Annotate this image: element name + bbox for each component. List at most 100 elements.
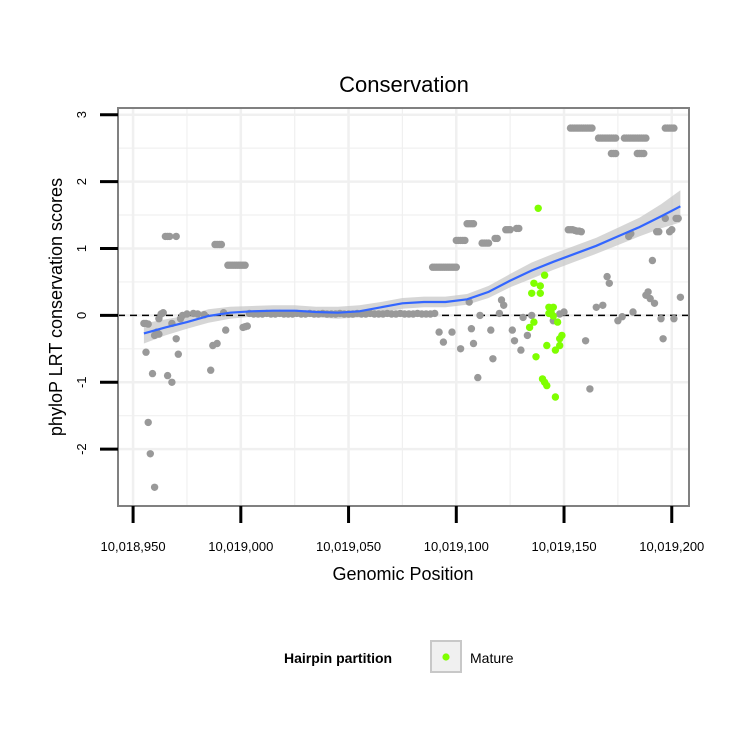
point-other	[655, 228, 663, 236]
point-other	[528, 311, 536, 320]
point-other	[142, 348, 150, 356]
point-other	[476, 311, 484, 320]
point-other	[217, 240, 226, 249]
point-other	[183, 310, 191, 318]
point-mature	[551, 393, 560, 401]
point-mature	[536, 282, 544, 290]
point-mature	[536, 289, 544, 297]
point-other	[676, 293, 685, 301]
point-other	[469, 220, 478, 228]
point-other	[150, 483, 159, 491]
legend-label-mature: Mature	[470, 650, 514, 666]
point-other	[172, 232, 180, 241]
y-tick-label: -2	[74, 443, 89, 455]
point-mature	[549, 303, 557, 311]
point-other	[668, 226, 676, 234]
point-other	[222, 326, 230, 334]
point-other	[487, 326, 495, 334]
point-other	[642, 134, 650, 142]
point-other	[581, 337, 590, 345]
point-other	[467, 325, 476, 333]
x-axis-title: Genomic Position	[332, 564, 473, 584]
point-mature	[549, 312, 557, 320]
point-other	[168, 378, 176, 386]
point-other	[144, 320, 152, 328]
point-other	[661, 214, 669, 223]
point-other	[243, 322, 251, 330]
smooth-fit-line	[143, 205, 681, 335]
x-tick-label: 10,019,100	[424, 539, 489, 554]
point-other	[523, 331, 532, 340]
point-other	[495, 309, 504, 318]
point-other	[648, 256, 657, 265]
point-mature	[530, 318, 538, 326]
point-other	[148, 369, 157, 378]
point-other	[618, 313, 626, 321]
y-axis-title: phyloP LRT conservation scores	[46, 178, 66, 436]
point-mature	[556, 341, 564, 350]
point-other	[207, 366, 215, 374]
point-other	[456, 345, 465, 353]
point-other	[644, 288, 652, 296]
x-axis: 10,018,950 10,019,000 10,019,050 10,019,100…	[101, 506, 704, 554]
point-other	[144, 418, 152, 427]
point-other	[640, 149, 648, 158]
y-tick-label: 0	[74, 312, 89, 319]
y-tick-label: 3	[74, 111, 89, 118]
point-other	[612, 134, 620, 142]
point-other	[474, 373, 482, 382]
point-other	[508, 326, 516, 334]
point-mature	[532, 353, 540, 361]
point-other	[172, 335, 180, 343]
point-other	[431, 309, 439, 318]
legend: Hairpin partition Mature	[284, 640, 514, 673]
point-other	[435, 328, 443, 336]
point-other	[469, 339, 478, 348]
point-other	[461, 236, 469, 245]
point-other	[650, 299, 659, 307]
point-mature	[530, 279, 538, 287]
point-other	[241, 261, 249, 269]
point-mature	[528, 289, 536, 297]
point-mature	[543, 381, 551, 390]
x-tick-label: 10,019,200	[639, 539, 704, 554]
point-other	[519, 313, 527, 322]
point-other	[612, 149, 620, 158]
point-other	[560, 308, 568, 316]
point-mature	[543, 341, 551, 350]
point-other	[586, 385, 594, 393]
point-other	[146, 450, 154, 458]
y-tick-label: 1	[74, 245, 89, 252]
point-other	[674, 214, 682, 223]
point-other	[213, 339, 221, 348]
point-other	[510, 337, 519, 345]
point-other	[439, 338, 448, 346]
point-other	[448, 328, 456, 336]
point-other	[603, 272, 611, 281]
points-layer	[140, 124, 685, 491]
point-other	[515, 224, 523, 233]
x-tick-label: 10,019,000	[208, 539, 273, 554]
x-tick-label: 10,019,050	[316, 539, 381, 554]
point-other	[500, 301, 508, 309]
x-tick-label: 10,018,950	[101, 539, 166, 554]
point-other	[489, 355, 497, 363]
legend-key-mature	[442, 653, 450, 661]
point-other	[646, 294, 654, 303]
point-other	[599, 301, 607, 309]
point-other	[670, 124, 678, 132]
plot-border	[117, 107, 690, 507]
x-tick-label: 10,019,150	[531, 539, 596, 554]
point-mature	[553, 318, 562, 326]
point-other	[517, 346, 525, 354]
y-tick-label: -1	[74, 376, 89, 388]
point-other	[174, 350, 182, 358]
point-other	[155, 330, 163, 338]
point-other	[577, 228, 585, 236]
point-other	[629, 308, 637, 316]
point-mature	[540, 271, 549, 279]
y-tick-label: 2	[74, 178, 89, 185]
point-other	[588, 124, 596, 132]
point-other	[163, 371, 172, 380]
